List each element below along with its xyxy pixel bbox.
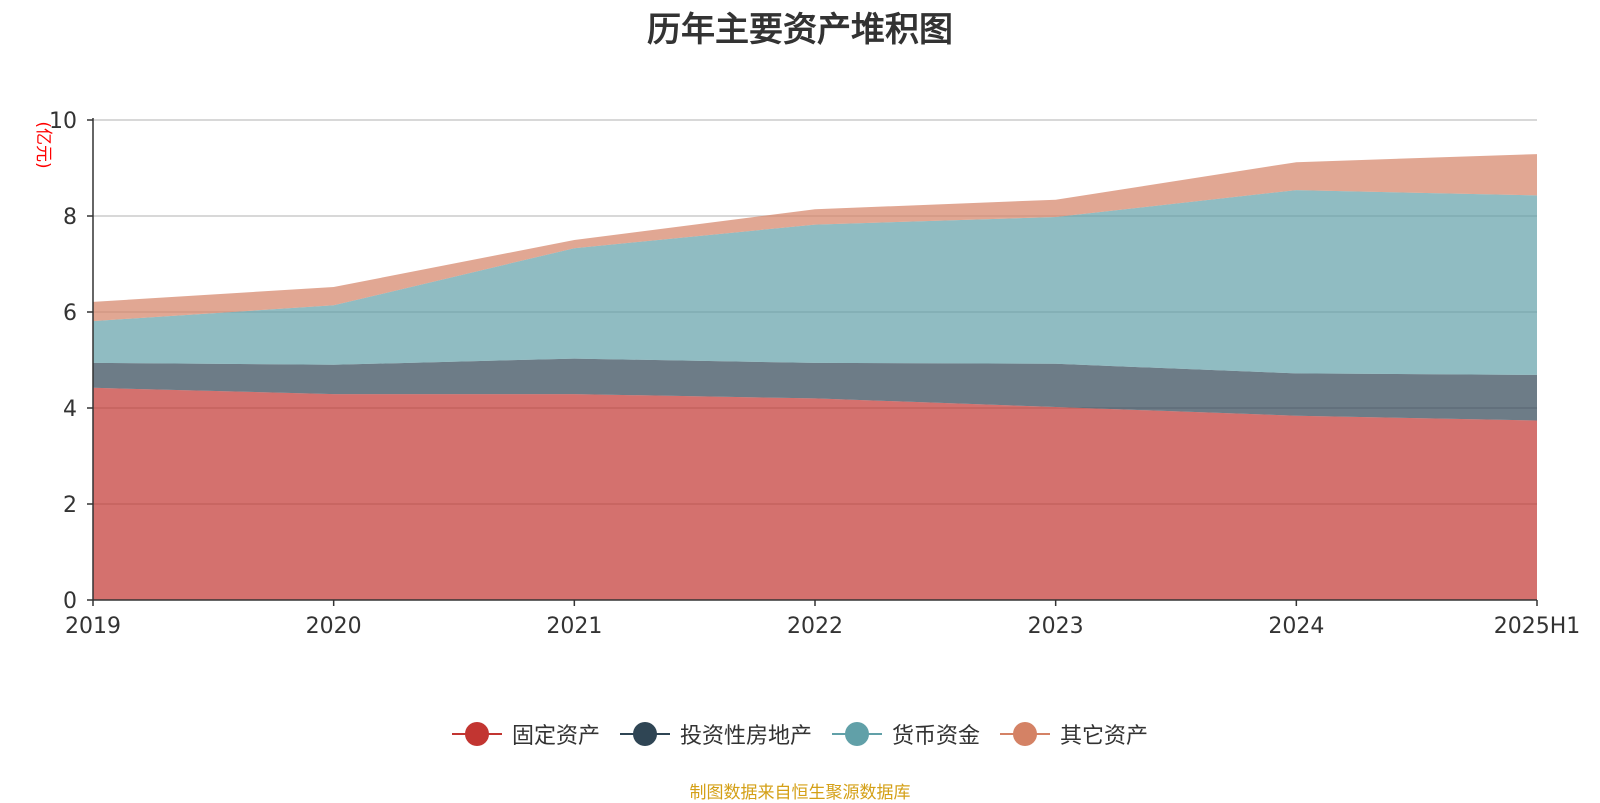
legend: 固定资产 投资性房地产 货币资金 其它资产 <box>0 718 1600 750</box>
axes <box>87 118 1538 606</box>
x-tick-label: 2019 <box>65 614 121 639</box>
legend-item[interactable]: 投资性房地产 <box>619 718 812 750</box>
legend-item[interactable]: 固定资产 <box>451 718 600 750</box>
legend-label: 其它资产 <box>1060 724 1149 749</box>
area-series-3 <box>93 190 1537 375</box>
legend-marker-icon <box>451 722 502 746</box>
area-series-1 <box>93 387 1537 600</box>
legend-label: 货币资金 <box>892 724 981 749</box>
legend-item[interactable]: 其它资产 <box>1000 718 1148 750</box>
area-series-4 <box>93 154 1537 322</box>
y-tick-label: 4 <box>63 397 77 422</box>
x-tick-label: 2023 <box>1028 614 1084 639</box>
axis-labels: 0 2 4 6 8 10 2019 2020 2021 2022 2023 2024 2025H1 (亿元… <box>33 109 1580 639</box>
y-tick-label: 8 <box>63 205 77 230</box>
area-layer <box>93 154 1537 600</box>
legend-label: 投资性房地产 <box>679 724 812 749</box>
x-tick-label: 2021 <box>546 614 602 639</box>
legend-item[interactable]: 货币资金 <box>832 718 980 750</box>
x-tick-label: 2025H1 <box>1494 614 1581 639</box>
x-tick-label: 2020 <box>306 614 362 639</box>
area-series-2 <box>93 358 1537 421</box>
y-axis-unit-label: (亿元) <box>33 121 53 168</box>
y-tick-label: 10 <box>49 109 77 134</box>
x-tick-label: 2024 <box>1268 614 1324 639</box>
chart-title: 历年主要资产堆积图 <box>647 10 953 50</box>
legend-marker-icon <box>832 722 882 746</box>
y-tick-label: 2 <box>63 493 77 518</box>
source-note: 制图数据来自恒生聚源数据库 <box>689 783 911 803</box>
y-tick-label: 6 <box>63 301 77 326</box>
legend-label: 固定资产 <box>511 724 600 749</box>
x-tick-label: 2022 <box>787 614 843 639</box>
legend-marker-icon <box>619 722 670 746</box>
legend-marker-icon <box>1000 722 1051 746</box>
y-tick-label: 0 <box>63 589 77 614</box>
